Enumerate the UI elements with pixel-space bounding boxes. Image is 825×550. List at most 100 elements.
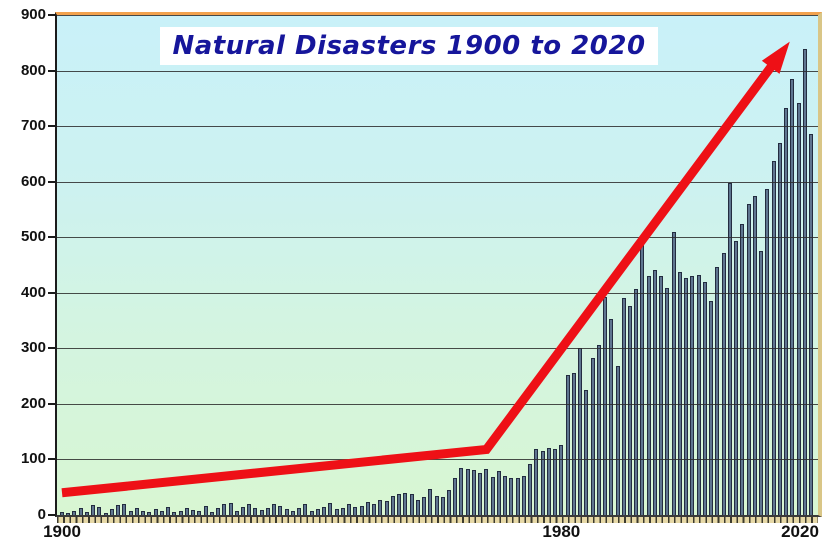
bar <box>677 271 682 515</box>
chart-title: Natural Disasters 1900 to 2020 <box>172 31 646 61</box>
bar <box>372 504 377 515</box>
bar <box>659 276 664 515</box>
bar <box>640 242 645 515</box>
bar <box>203 505 208 515</box>
y-axis-tick-label: 600 <box>20 172 46 190</box>
y-axis-tick <box>48 14 55 16</box>
gridline <box>57 181 818 183</box>
y-axis-tick-label: 300 <box>20 339 46 357</box>
y-axis-tick-label: 200 <box>20 394 46 412</box>
bar <box>247 504 252 515</box>
x-axis-tick-label: 1980 <box>542 522 581 541</box>
bar <box>122 504 127 515</box>
bar <box>147 512 152 515</box>
bar <box>359 505 364 515</box>
bar <box>390 496 395 515</box>
y-axis-tick-label: 100 <box>20 450 46 468</box>
bar <box>584 390 589 515</box>
bar <box>702 281 707 515</box>
bar <box>634 289 639 515</box>
gridline <box>57 126 818 128</box>
bar <box>209 511 214 515</box>
bar <box>197 510 202 515</box>
bar <box>309 510 314 515</box>
bar <box>590 357 595 515</box>
bar <box>228 503 233 515</box>
bar <box>615 365 620 515</box>
bar <box>259 510 264 515</box>
bar <box>328 503 333 515</box>
bar <box>671 232 676 515</box>
bar <box>66 512 71 515</box>
gridline <box>57 70 818 72</box>
bar <box>97 507 102 515</box>
bar <box>771 161 776 515</box>
bar <box>397 494 402 515</box>
bar <box>347 504 352 515</box>
bar <box>434 495 439 515</box>
bar <box>384 501 389 515</box>
gridline <box>57 15 818 16</box>
gridline <box>57 348 818 350</box>
bar <box>521 476 526 515</box>
bar <box>478 473 483 515</box>
bar <box>272 504 277 515</box>
bar <box>353 506 358 515</box>
bar <box>571 372 576 515</box>
bar <box>696 275 701 515</box>
gridline <box>57 403 818 405</box>
bar <box>78 508 83 515</box>
bar <box>322 506 327 515</box>
bar <box>503 476 508 515</box>
bar <box>465 468 470 515</box>
y-axis-tick <box>48 125 55 128</box>
bar <box>422 496 427 515</box>
bar <box>746 203 751 515</box>
gridline <box>57 237 818 239</box>
y-axis-tick <box>48 69 55 72</box>
x-axis-tick-label: 1900 <box>43 522 81 541</box>
bar <box>752 196 757 515</box>
bar <box>665 288 670 515</box>
bar <box>297 508 302 515</box>
bar <box>509 477 514 515</box>
bar <box>128 510 133 515</box>
bar <box>72 510 77 515</box>
bar <box>284 509 289 515</box>
y-axis-tick <box>48 236 55 239</box>
bar <box>578 348 583 515</box>
y-axis-tick <box>48 347 55 350</box>
bar <box>484 468 489 515</box>
bar <box>216 507 221 515</box>
bar <box>365 502 370 515</box>
y-axis-tick-label: 800 <box>20 61 46 79</box>
y-axis-tick-label: 700 <box>20 117 46 135</box>
chart-title-box: Natural Disasters 1900 to 2020 <box>160 27 658 65</box>
bar <box>459 468 464 515</box>
bar <box>141 511 146 515</box>
bar <box>446 490 451 515</box>
bar <box>796 102 801 515</box>
bar <box>709 301 714 515</box>
bar <box>540 451 545 515</box>
bar <box>596 345 601 515</box>
bar <box>546 448 551 515</box>
bar <box>340 508 345 515</box>
y-axis-tick-label: 500 <box>20 228 46 246</box>
bar <box>627 305 632 515</box>
bar <box>809 134 813 515</box>
bar <box>265 507 270 515</box>
y-axis-tick <box>48 458 55 461</box>
bar <box>740 224 745 515</box>
bar <box>166 506 171 515</box>
bar <box>690 276 695 515</box>
bar <box>515 478 520 515</box>
bar <box>378 500 383 515</box>
bar <box>415 500 420 515</box>
bar <box>565 375 570 515</box>
bar <box>734 240 739 515</box>
bar <box>802 49 807 515</box>
bar <box>191 510 196 515</box>
y-axis-tick-label: 900 <box>20 6 46 23</box>
